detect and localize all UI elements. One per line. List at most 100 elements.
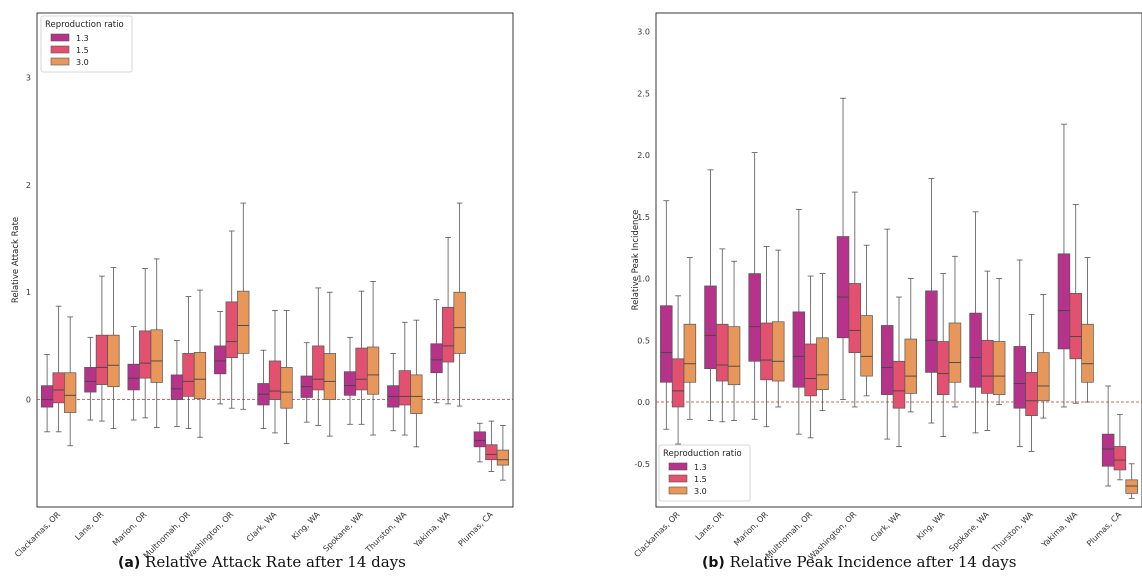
box-body xyxy=(836,236,850,339)
y-tick-label: -0.5 xyxy=(634,460,650,469)
box-3-0-8 xyxy=(366,281,380,436)
series-3-0 xyxy=(64,202,510,481)
y-tick-label: 1.5 xyxy=(637,213,650,222)
series-1-3 xyxy=(660,97,1115,487)
box-body xyxy=(237,290,250,354)
box-body xyxy=(496,449,510,466)
box-3-0-9 xyxy=(410,319,423,448)
box-1-3-9 xyxy=(387,353,400,432)
x-tick-label: Thurston, WA xyxy=(990,510,1035,555)
box-3-0-1 xyxy=(64,316,77,447)
chart-panel-b: -0.5 0.0 0.5 1.0 1.5 2.0 2.5 3.0 Relative Peak I… xyxy=(631,12,1142,562)
box-1-3-4 xyxy=(792,208,806,435)
x-tick-label: Clackamas, OR xyxy=(13,510,62,559)
series-1-5 xyxy=(671,191,1127,481)
box-body xyxy=(1013,346,1027,409)
box-body xyxy=(473,431,486,448)
legend-swatch-3-0 xyxy=(50,57,70,66)
box-body xyxy=(40,385,54,408)
box-body xyxy=(95,334,109,385)
box-body xyxy=(1125,479,1138,494)
x-tick-label: Thurston, WA xyxy=(363,510,408,555)
box-body xyxy=(280,367,293,409)
box-1-5-1 xyxy=(671,295,685,445)
legend-swatch-3-0 xyxy=(668,486,688,495)
box-1-5-11 xyxy=(485,420,498,472)
x-tick-label: Spokane, WA xyxy=(947,510,991,554)
box-body xyxy=(343,371,357,396)
caption-a-text: Relative Attack Rate after 14 days xyxy=(145,553,406,571)
box-1-3-10 xyxy=(1057,123,1071,408)
box-body xyxy=(225,301,238,359)
box-3-0-8 xyxy=(992,278,1006,405)
box-body xyxy=(804,343,817,397)
x-tick-label: Clackamas, OR xyxy=(632,510,681,559)
series-1-3 xyxy=(40,299,486,463)
y-axis-label: Relative Peak Incidence xyxy=(631,210,641,311)
box-body xyxy=(727,326,741,386)
x-tick-label: Spokane, WA xyxy=(321,510,365,554)
chart-panel-a: 0 1 2 3 Relative Attack Rate Clackamas, OR Lan… xyxy=(11,12,514,562)
box-body xyxy=(139,330,152,379)
box-1-5-4 xyxy=(804,275,817,439)
box-1-3-7 xyxy=(300,342,313,423)
box-body xyxy=(969,312,982,388)
box-body xyxy=(107,334,120,388)
box-body xyxy=(453,291,466,354)
legend-label-1-5: 1.5 xyxy=(76,46,89,55)
legend-swatch-1-3 xyxy=(50,33,70,42)
box-body xyxy=(1113,446,1127,471)
y-tick-label: 1 xyxy=(26,288,31,297)
box-1-3-1 xyxy=(40,354,54,433)
box-3-0-2 xyxy=(107,267,120,430)
legend: Reproduction ratio 1.3 1.5 3.0 xyxy=(658,444,751,502)
box-body xyxy=(704,285,717,370)
box-3-0-6 xyxy=(904,278,918,413)
legend-title: Reproduction ratio xyxy=(45,20,124,30)
box-1-5-5 xyxy=(225,230,238,409)
box-3-0-4 xyxy=(193,289,207,438)
series-3-0 xyxy=(683,244,1138,499)
box-body xyxy=(1057,253,1071,350)
box-body xyxy=(150,329,163,383)
x-tick-label: Lane, OR xyxy=(73,510,105,542)
y-tick-label: 3 xyxy=(26,73,31,82)
box-body xyxy=(84,367,97,393)
legend-label-1-3: 1.3 xyxy=(694,463,707,472)
box-3-0-1 xyxy=(683,257,697,420)
box-body xyxy=(323,353,336,400)
legend-swatch-1-5 xyxy=(50,45,70,54)
box-body xyxy=(170,374,184,400)
box-body xyxy=(127,363,140,391)
box-1-5-9 xyxy=(1025,313,1038,452)
box-3-0-3 xyxy=(150,258,163,428)
box-1-3-1 xyxy=(660,200,673,430)
x-tick-label: Marion, OR xyxy=(732,510,770,548)
box-3-0-11 xyxy=(1125,463,1138,499)
box-1-5-2 xyxy=(95,275,109,422)
box-body xyxy=(312,345,325,391)
y-tick-label: 0 xyxy=(26,396,31,405)
box-1-5-5 xyxy=(848,191,862,408)
box-body xyxy=(925,290,938,373)
box-body xyxy=(860,315,873,377)
box-body xyxy=(792,311,806,388)
box-3-0-5 xyxy=(860,244,873,397)
box-body xyxy=(771,321,785,382)
box-body xyxy=(992,341,1006,395)
box-body xyxy=(410,374,423,414)
x-tick-label: Clark, WA xyxy=(245,510,279,544)
box-1-3-2 xyxy=(84,336,97,421)
box-body xyxy=(981,339,994,394)
box-1-3-2 xyxy=(704,169,717,421)
box-3-0-10 xyxy=(1081,257,1094,403)
box-1-5-2 xyxy=(716,248,729,423)
box-1-5-1 xyxy=(52,305,65,433)
box-1-5-3 xyxy=(139,268,152,419)
box-3-0-7 xyxy=(323,291,336,437)
box-body xyxy=(748,273,761,362)
y-tick-label: 2 xyxy=(26,181,31,190)
y-tick-label: 0.0 xyxy=(637,398,650,407)
y-axis-label: Relative Attack Rate xyxy=(11,217,21,303)
x-tick-label: King, WA xyxy=(915,510,947,542)
